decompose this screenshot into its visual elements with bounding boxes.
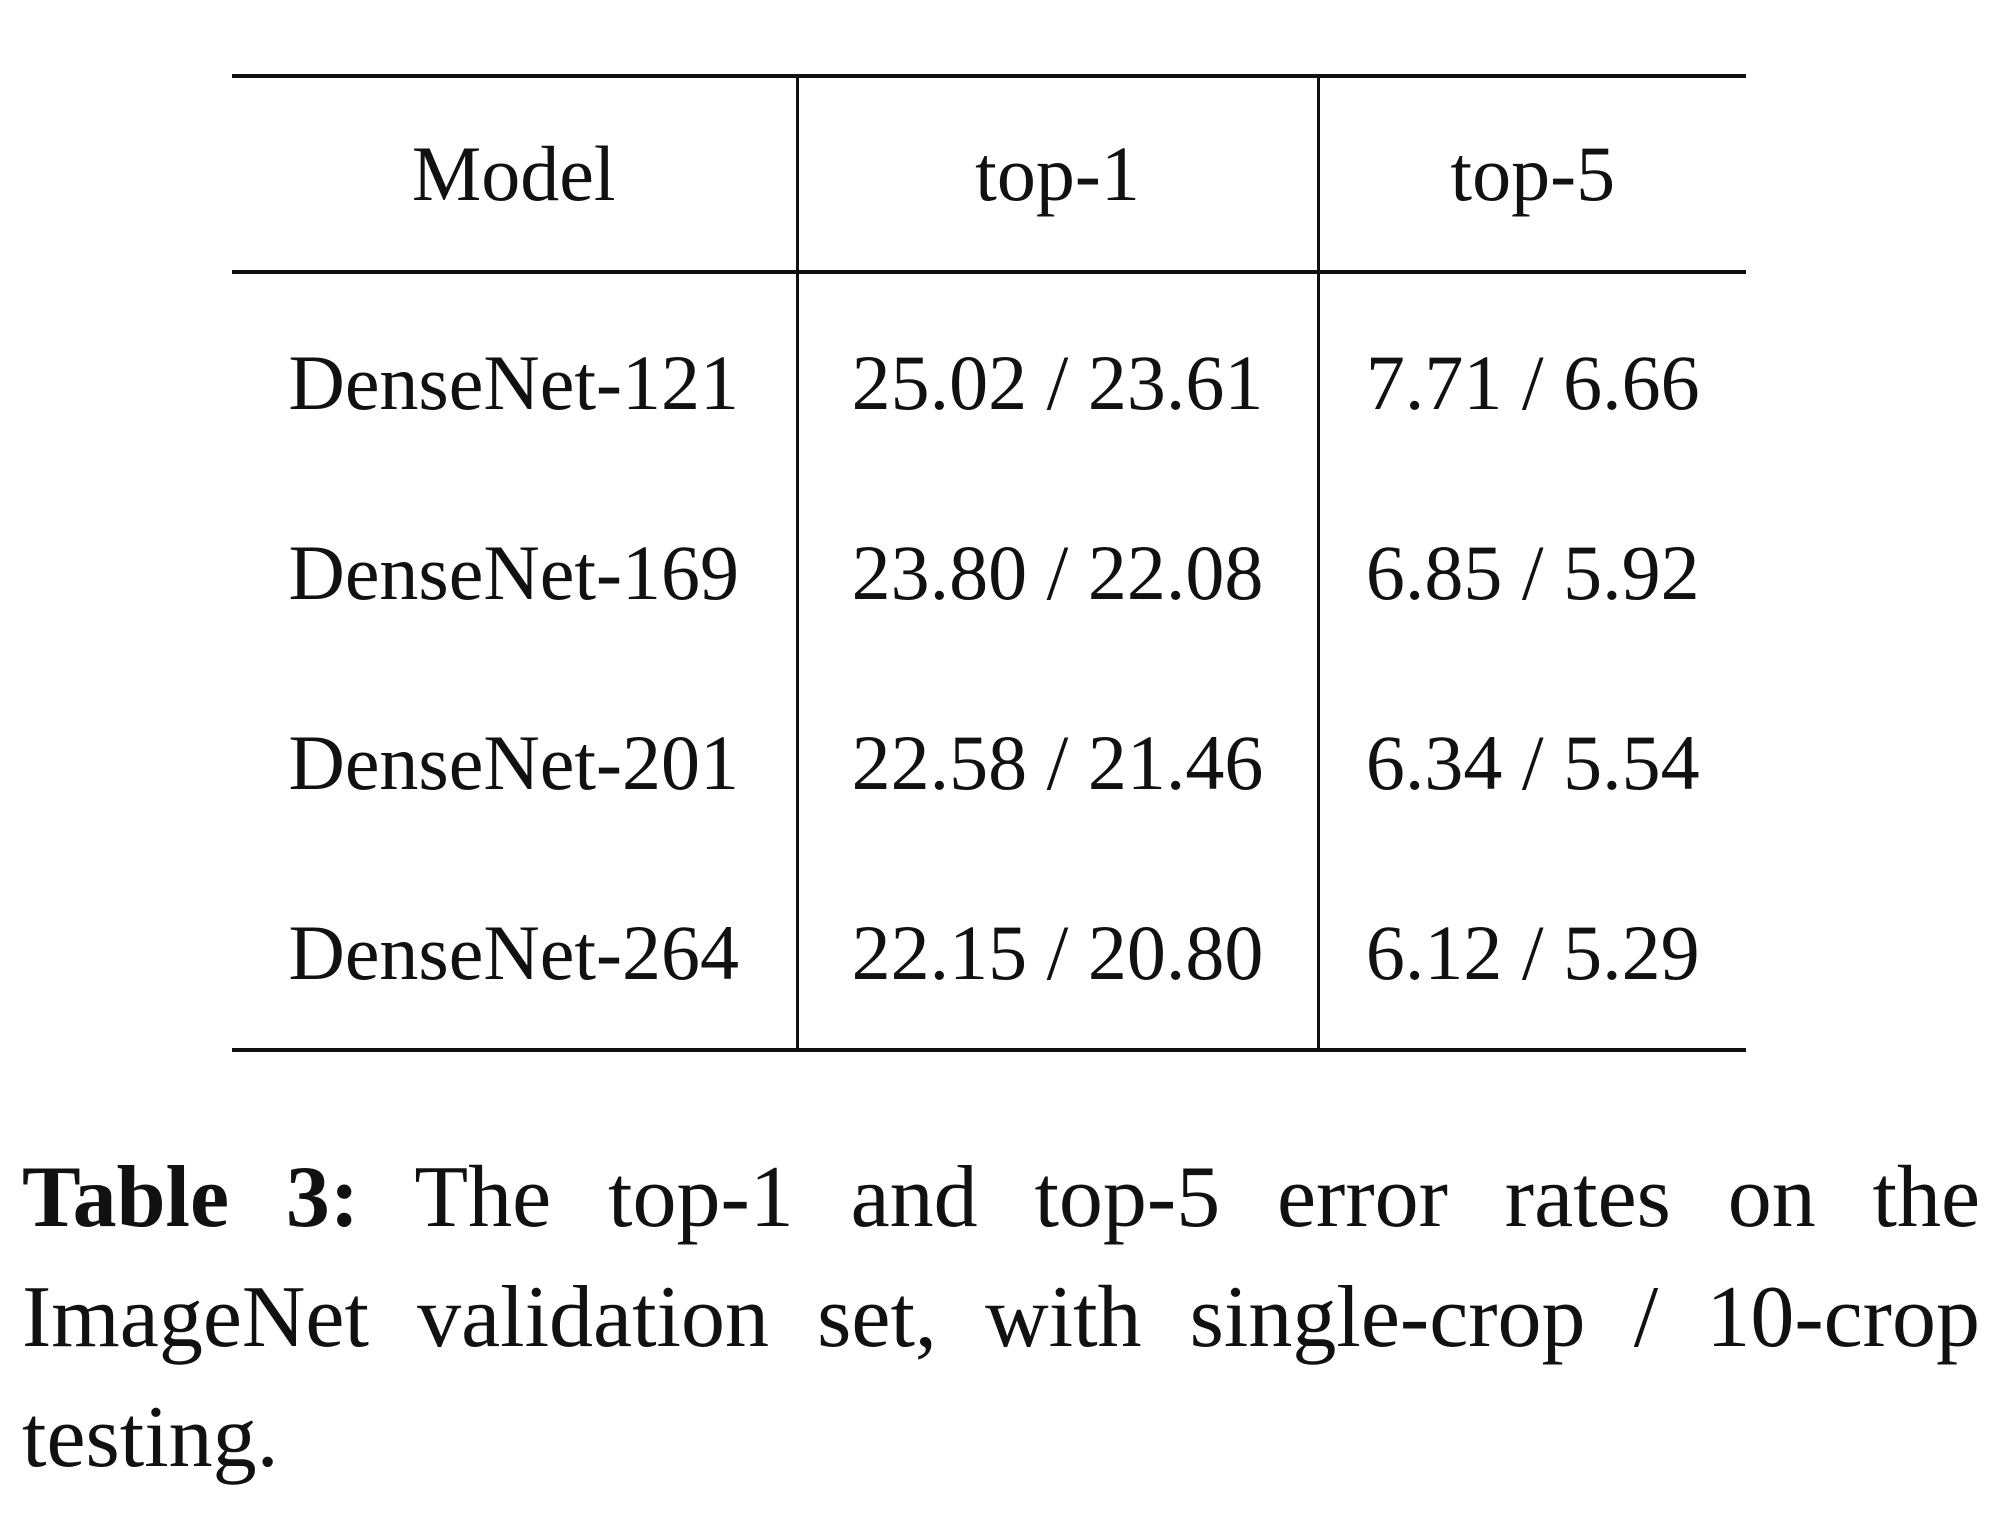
table-row: DenseNet-169 23.80 / 22.08 6.85 / 5.92 <box>232 478 1746 668</box>
cell-top5: 7.71 / 6.66 <box>1365 339 1700 426</box>
cell-top1: 23.80 / 22.08 <box>797 478 1320 668</box>
header-model: Model <box>232 76 799 272</box>
table-row: DenseNet-201 22.58 / 21.46 6.34 / 5.54 <box>232 668 1746 858</box>
cell-top1: 22.58 / 21.46 <box>797 668 1320 858</box>
table-row: DenseNet-264 22.15 / 20.80 6.12 / 5.29 <box>232 858 1746 1050</box>
cell-model: DenseNet-121 <box>232 272 799 478</box>
table-header-row: Model top-1 top-5 <box>232 76 1746 272</box>
cell-model: DenseNet-201 <box>232 668 799 858</box>
header-top1: top-1 <box>797 76 1320 272</box>
cell-top5: 6.12 / 5.29 <box>1365 909 1700 996</box>
table-row: DenseNet-121 25.02 / 23.61 7.71 / 6.66 <box>232 272 1746 478</box>
cell-model: DenseNet-264 <box>232 858 799 1050</box>
cell-top5: 6.85 / 5.92 <box>1365 529 1700 616</box>
caption-label: Table 3: <box>22 1149 360 1246</box>
cell-model: DenseNet-169 <box>232 478 799 668</box>
caption-text: The top-1 and top-5 error rates on the I… <box>22 1149 1980 1486</box>
cell-top5: 6.34 / 5.54 <box>1365 719 1700 806</box>
results-table-container: Model top-1 top-5 DenseNet-121 25.02 / 2… <box>232 74 1746 1052</box>
results-table: Model top-1 top-5 DenseNet-121 25.02 / 2… <box>232 74 1746 1052</box>
table-caption: Table 3: The top-1 and top-5 error rates… <box>22 1138 1980 1498</box>
cell-top1: 25.02 / 23.61 <box>797 272 1320 478</box>
cell-top1: 22.15 / 20.80 <box>797 858 1320 1050</box>
header-top5: top-5 <box>1450 130 1616 217</box>
